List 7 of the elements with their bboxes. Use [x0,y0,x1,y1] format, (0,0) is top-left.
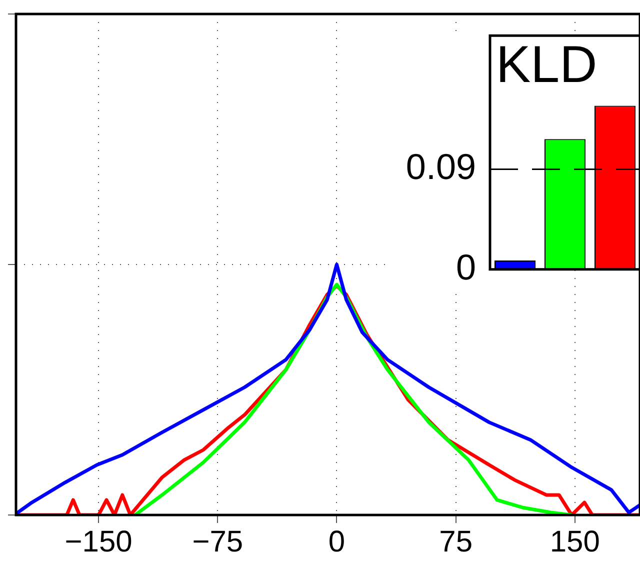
x-tick-label: 0 [328,525,346,558]
x-tick-label: −150 [64,525,132,558]
x-tick-label: −75 [192,525,244,558]
x-tick-label: 150 [550,525,600,558]
chart-title: KLD [496,36,598,94]
y-tick-label: 0.09 [406,146,476,188]
x-tick-label: 75 [439,525,473,558]
